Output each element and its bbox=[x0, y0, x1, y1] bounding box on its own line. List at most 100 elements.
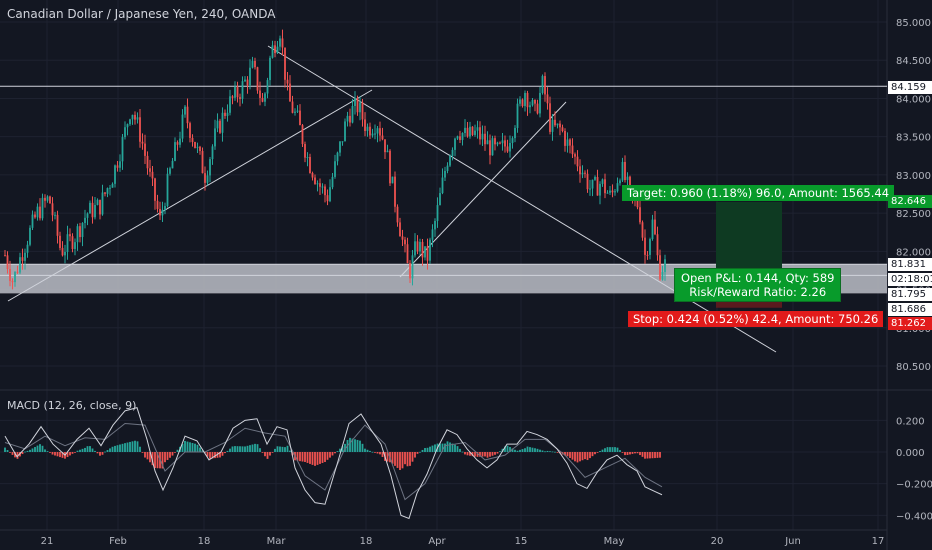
y-tick-label: 84.000 bbox=[896, 94, 931, 105]
candle-body bbox=[44, 197, 46, 201]
candle-body bbox=[579, 166, 581, 175]
macd-histogram-bar bbox=[21, 452, 24, 455]
macd-histogram-bar bbox=[499, 451, 501, 452]
candle-body bbox=[351, 105, 354, 123]
candle-body bbox=[386, 150, 389, 153]
candle-body bbox=[556, 123, 559, 126]
candle-body bbox=[299, 110, 301, 126]
macd-histogram-bar bbox=[536, 448, 539, 452]
candle-body bbox=[414, 241, 416, 256]
candle-body bbox=[74, 242, 76, 249]
candle-body bbox=[261, 97, 264, 102]
target-label[interactable]: Target: 0.960 (1.18%) 96.0, Amount: 1565… bbox=[622, 185, 895, 201]
macd-histogram-bar bbox=[171, 452, 174, 456]
candle-body bbox=[494, 138, 496, 145]
macd-histogram-bar bbox=[564, 452, 566, 456]
macd-histogram-bar bbox=[189, 442, 191, 452]
macd-histogram-bar bbox=[469, 452, 471, 456]
macd-histogram-bar bbox=[566, 452, 569, 457]
macd-histogram-bar bbox=[139, 446, 141, 452]
candle-body bbox=[569, 139, 571, 146]
price-label-81795: 81.795 bbox=[888, 288, 932, 301]
candle-body bbox=[14, 271, 16, 283]
stop-label[interactable]: Stop: 0.424 (0.52%) 42.4, Amount: 750.26 bbox=[628, 311, 884, 327]
macd-histogram-bar bbox=[504, 446, 506, 452]
macd-histogram-bar bbox=[446, 441, 449, 452]
candle-body bbox=[116, 165, 119, 168]
candle-body bbox=[314, 177, 316, 184]
candle-body bbox=[474, 130, 476, 135]
candle-body bbox=[174, 142, 176, 161]
candle-body bbox=[49, 196, 51, 204]
candle-body bbox=[491, 138, 494, 156]
macd-histogram-bar bbox=[406, 452, 409, 467]
candle-body bbox=[121, 137, 124, 162]
candle-body bbox=[454, 138, 456, 150]
candle-body bbox=[574, 154, 576, 157]
candle-body bbox=[176, 142, 179, 145]
macd-histogram-bar bbox=[516, 450, 519, 452]
macd-histogram-bar bbox=[334, 452, 336, 454]
candle-body bbox=[484, 133, 486, 145]
candle-body bbox=[616, 183, 619, 192]
candle-body bbox=[331, 176, 334, 188]
price-label-81686: 81.686 bbox=[888, 303, 932, 316]
candle-body bbox=[161, 209, 164, 216]
macd-histogram-bar bbox=[6, 450, 9, 452]
candle-body bbox=[546, 94, 549, 104]
trend-line bbox=[7, 89, 373, 302]
macd-histogram-bar bbox=[161, 452, 164, 469]
candle-body bbox=[599, 183, 601, 196]
candle-body bbox=[149, 168, 151, 172]
macd-histogram-bar bbox=[14, 452, 16, 458]
macd-histogram-bar bbox=[386, 452, 389, 462]
price-label-stop: 81.262 bbox=[888, 317, 932, 330]
macd-histogram-bar bbox=[421, 449, 424, 452]
candle-body bbox=[284, 47, 286, 80]
macd-histogram-bar bbox=[624, 452, 626, 456]
candle-body bbox=[39, 206, 41, 219]
candle-body bbox=[264, 93, 266, 102]
macd-histogram-bar bbox=[311, 452, 314, 465]
macd-histogram-bar bbox=[579, 452, 581, 462]
macd-histogram-bar bbox=[131, 441, 134, 452]
candle-body bbox=[259, 90, 261, 98]
candle-body bbox=[504, 140, 506, 147]
macd-histogram-bar bbox=[574, 452, 576, 462]
macd-histogram-bar bbox=[176, 449, 179, 452]
price-label-target: 82.646 bbox=[888, 195, 932, 208]
macd-histogram-bar bbox=[34, 447, 36, 452]
candle-body bbox=[256, 67, 259, 91]
candle-body bbox=[371, 133, 374, 136]
macd-histogram-bar bbox=[374, 452, 376, 453]
macd-histogram-bar bbox=[551, 451, 554, 453]
y-tick-label: 82.500 bbox=[896, 209, 931, 220]
pnl-label[interactable]: Open P&L: 0.144, Qty: 589 Risk/Reward Ra… bbox=[674, 268, 842, 302]
macd-histogram-bar bbox=[616, 447, 619, 452]
target-zone bbox=[716, 201, 782, 276]
macd-histogram-bar bbox=[546, 450, 549, 452]
candle-body bbox=[104, 192, 106, 194]
candle-body bbox=[381, 135, 384, 140]
macd-histogram-bar bbox=[274, 448, 276, 452]
candle-body bbox=[436, 205, 439, 221]
macd-histogram-bar bbox=[241, 446, 244, 452]
candle-body bbox=[361, 102, 364, 120]
candle-body bbox=[119, 161, 121, 168]
candle-body bbox=[164, 206, 166, 210]
candle-body bbox=[244, 79, 246, 82]
macd-histogram-bar bbox=[651, 452, 654, 459]
x-tick-label: 20 bbox=[711, 536, 724, 547]
macd-histogram-bar bbox=[601, 449, 604, 452]
candle-body bbox=[591, 179, 594, 189]
candle-body bbox=[294, 111, 296, 113]
macd-histogram-bar bbox=[266, 452, 269, 459]
macd-histogram-bar bbox=[49, 452, 51, 453]
candle-body bbox=[444, 170, 446, 178]
macd-line bbox=[4, 407, 663, 520]
candle-body bbox=[134, 114, 136, 120]
macd-histogram-bar bbox=[91, 448, 94, 452]
macd-histogram-bar bbox=[369, 450, 371, 452]
candle-body bbox=[434, 220, 436, 230]
macd-histogram-bar bbox=[96, 452, 99, 454]
